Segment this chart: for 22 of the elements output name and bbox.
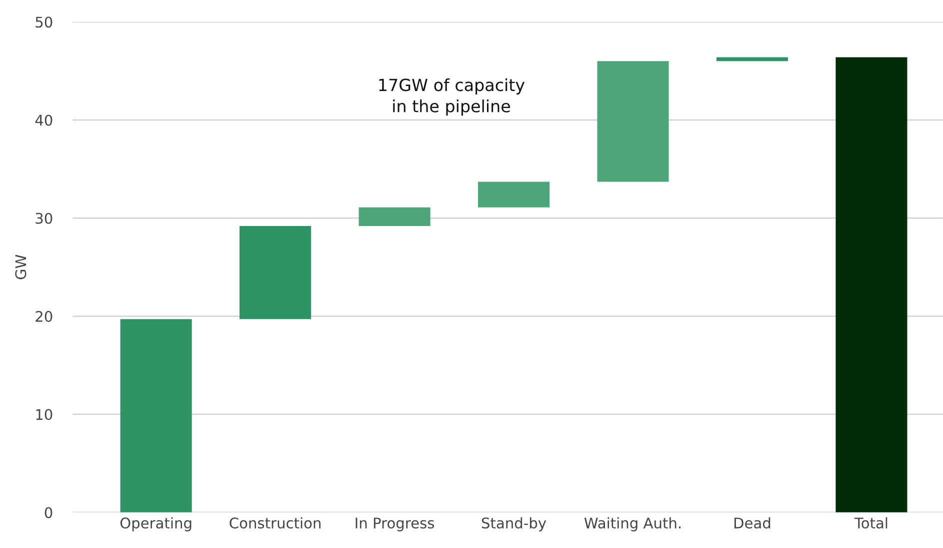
annotation: 17GW of capacity in the pipeline: [379, 78, 525, 116]
y-tick-label: 30: [36, 212, 52, 224]
y-tick-label: 20: [36, 310, 52, 322]
bar: [358, 207, 430, 226]
x-tick-label: In Progress: [356, 518, 434, 532]
y-tick-label: 0: [44, 507, 52, 518]
y-tick-label: 40: [35, 114, 52, 126]
bar: [597, 61, 669, 182]
x-tick-label: Total: [854, 517, 888, 529]
x-tick-label: Dead: [734, 517, 770, 529]
bar: [478, 182, 550, 208]
y-axis-title: GW: [15, 254, 26, 280]
bar: [240, 226, 312, 320]
y-tick-label: 10: [36, 409, 52, 420]
bar: [836, 57, 908, 512]
x-tick-label: Waiting Auth.: [584, 517, 681, 532]
x-tick-label: Construction: [230, 517, 320, 529]
x-tick-label: Stand-by: [482, 517, 546, 532]
y-tick-label: 50: [36, 16, 52, 28]
x-tick-label: Operating: [120, 517, 192, 532]
bar: [120, 319, 192, 512]
bar: [716, 57, 788, 62]
